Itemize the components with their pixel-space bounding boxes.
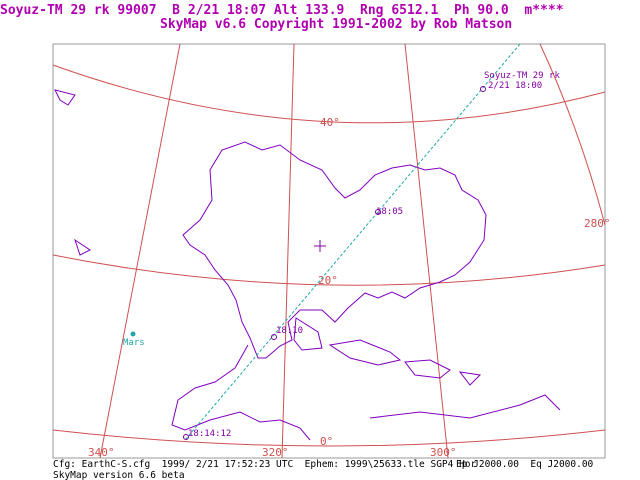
track-point: [480, 86, 486, 92]
track-point: [183, 434, 189, 440]
planet-label: Mars: [123, 338, 145, 348]
grid-label: 0°: [320, 435, 333, 448]
latitude-line: [52, 254, 606, 286]
header-line: SkyMap v6.6 Copyright 1991-2002 by Rob M…: [160, 17, 512, 32]
coastlines: [54, 89, 561, 441]
map-frame: [52, 43, 606, 459]
longitude-line: [281, 43, 295, 459]
latitude-line: [52, 429, 606, 447]
longitude-line: [404, 43, 449, 459]
grid-label: 280°: [584, 217, 611, 230]
grid-label: 20°: [318, 274, 338, 287]
track-label: 18:05: [376, 207, 403, 217]
track-label: 18:14:12: [188, 429, 231, 439]
grid-label: 40°: [320, 116, 340, 129]
grid-label: 340°: [88, 446, 115, 459]
track-point: [271, 334, 277, 340]
track-label: 2/21 18:00: [488, 81, 542, 91]
satellite-track: Soyuz-TM 29 rk 2/21 18:00 18:05 18:10 18…: [183, 43, 560, 441]
island: [54, 89, 76, 106]
peninsula: [293, 317, 323, 351]
header-line: Soyuz-TM 29 rk 99007 B 2/21 18:07 Alt 13…: [0, 3, 564, 18]
island: [74, 238, 91, 256]
footer-config: Cfg: EarthC-S.cfg 1999/ 2/21 17:52:23 UT…: [53, 459, 477, 470]
gulf-coast: [182, 141, 487, 359]
south-america: [369, 394, 561, 419]
grid: 40° 20° 0° 280° 340° 320° 300°: [52, 43, 611, 459]
island: [404, 359, 451, 379]
track-label: Soyuz-TM 29 rk: [484, 71, 560, 81]
track-line: [184, 43, 521, 441]
island: [328, 339, 402, 366]
track-label: 18:10: [276, 326, 303, 336]
track-point: [375, 209, 381, 215]
footer-version: SkyMap version 6.6 beta: [53, 470, 185, 480]
central-america: [171, 344, 311, 441]
longitude-line: [539, 43, 606, 226]
latitude-line: [52, 64, 606, 124]
island: [458, 371, 482, 386]
grid-label: 320°: [262, 446, 289, 459]
footer-epoch: Ep J2000.00 Eq J2000.00: [456, 459, 594, 470]
center-cross: [314, 240, 326, 252]
grid-label: 300°: [430, 446, 457, 459]
longitude-line: [99, 43, 181, 459]
mars-marker: [130, 331, 136, 337]
